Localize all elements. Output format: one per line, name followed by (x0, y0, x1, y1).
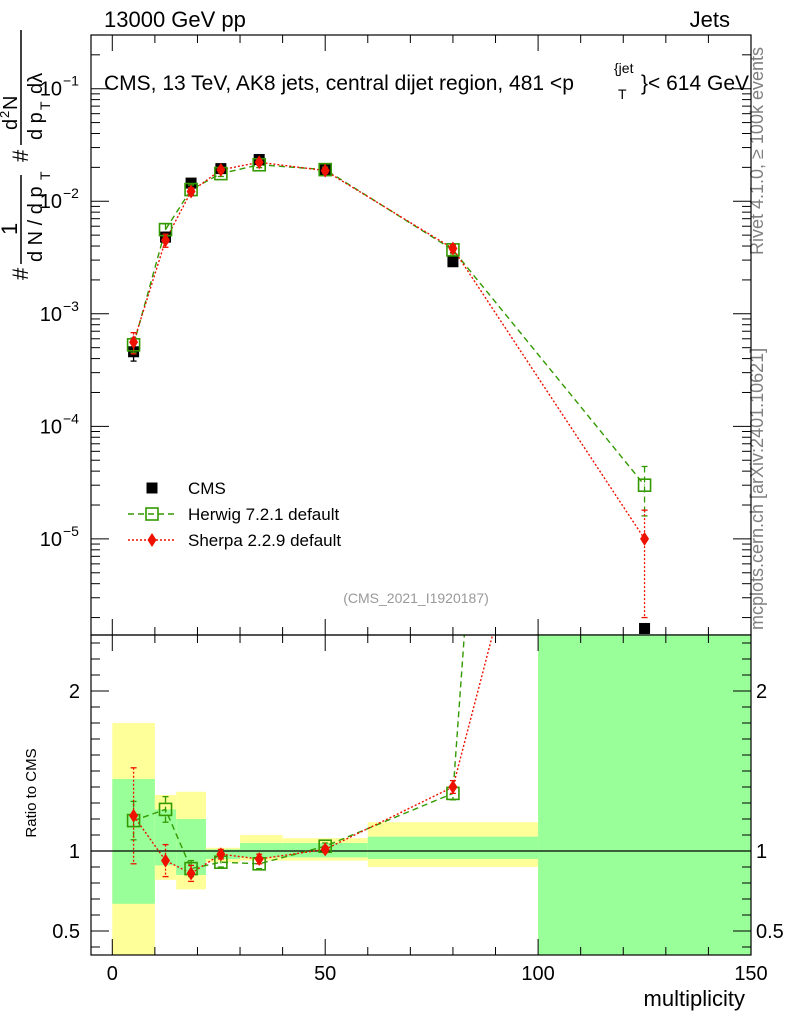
x-axis-label: multiplicity (644, 986, 745, 1011)
ratio-point-sherpa (254, 852, 264, 866)
y-tick-label: 10 (40, 79, 62, 101)
legend-label-herwig: Herwig 7.2.1 default (188, 505, 339, 524)
data-point-herwig (637, 478, 652, 492)
uncertainty-band-inner (240, 843, 283, 858)
x-tick-label: 100 (521, 963, 554, 985)
uncertainty-band-inner (538, 635, 751, 955)
ylabel-hash-2: # (8, 149, 33, 162)
ratio-point-sherpa (640, 44, 649, 58)
uncertainty-band-inner (367, 836, 539, 859)
y-tick-label: 10 (40, 416, 62, 438)
x-tick-label: 50 (314, 963, 336, 985)
svg-text:T: T (37, 101, 53, 110)
ylabel-d2n: d (0, 119, 22, 130)
x-tick-label: 0 (107, 963, 118, 985)
legend-marker-cms (146, 482, 158, 494)
ratio-point-sherpa (216, 847, 226, 862)
plot-title-superscript: {jet (614, 60, 634, 76)
data-point-sherpa (254, 155, 264, 170)
ratio-line-herwig (133, 635, 466, 870)
header-left: 13000 GeV pp (104, 7, 246, 32)
legend-label-sherpa: Sherpa 2.2.9 default (188, 531, 341, 550)
ylabel-dn-dpt: d N / d p (25, 186, 47, 262)
series-line-sherpa (132, 161, 646, 540)
data-point-cms (639, 622, 651, 634)
ratio-point-sherpa (320, 842, 330, 857)
ratio-point-sherpa (448, 780, 458, 794)
ylabel-hash-1: # (8, 267, 33, 280)
main-ylabel: # 1 d N / d p T # d 2 N d p T dλ (0, 30, 53, 280)
ratio-y-tick-label: 0.5 (52, 921, 80, 943)
ratio-y-tick-label-right: 0.5 (756, 921, 784, 943)
y-tick-label-exponent: −1 (63, 73, 79, 89)
ratio-y-tick-label: 1 (69, 841, 80, 863)
ratio-ylabel: Ratio to CMS (23, 748, 40, 837)
ratio-y-tick-label-right: 2 (756, 681, 767, 703)
ratio-y-tick-label-right: 1 (756, 841, 767, 863)
plot-title-subscript: T (618, 86, 627, 102)
legend-marker-herwig (145, 507, 159, 521)
y-tick-label: 10 (40, 191, 62, 213)
y-tick-label-exponent: −5 (63, 523, 79, 539)
data-point-sherpa (129, 335, 139, 350)
y-tick-label: 10 (40, 529, 62, 551)
ratio-point-sherpa (129, 808, 139, 823)
svg-text:N: N (0, 96, 22, 110)
series-line-herwig (132, 164, 646, 486)
main-plot: 10−510−410−310−210−1 CMS, 13 TeV, AK8 je… (40, 34, 752, 636)
ylabel-dpt-dlambda: d p (25, 112, 47, 140)
y-tick-label: 10 (40, 304, 62, 326)
svg-text:dλ: dλ (25, 73, 47, 94)
data-point-sherpa (186, 184, 196, 199)
watermark: (CMS_2021_I1920187) (343, 590, 489, 606)
y-tick-label-exponent: −3 (63, 298, 79, 314)
data-point-sherpa (320, 163, 330, 178)
data-point-cms (447, 256, 459, 268)
data-point-sherpa (161, 233, 171, 248)
ratio-point-sherpa (161, 853, 171, 868)
ratio-frame (90, 634, 752, 956)
y-tick-label-exponent: −4 (63, 410, 79, 426)
ratio-y-tick-label: 2 (69, 681, 80, 703)
data-point-sherpa (640, 531, 650, 546)
ratio-point-herwig (158, 802, 173, 817)
x-tick-label: 150 (734, 963, 767, 985)
header-right: Jets (689, 7, 730, 32)
data-point-sherpa (216, 162, 226, 177)
legend-marker-sherpa (147, 533, 157, 547)
svg-text:T: T (37, 171, 53, 180)
y-tick-label-exponent: −2 (63, 185, 79, 201)
data-point-sherpa (448, 241, 458, 256)
plot-title: CMS, 13 TeV, AK8 jets, central dijet reg… (104, 72, 574, 95)
svg-text:2: 2 (0, 111, 12, 118)
legend-label-cms: CMS (188, 479, 226, 498)
ylabel-one: 1 (0, 223, 22, 235)
ratio-point-sherpa (186, 866, 196, 881)
plot-title-tail: }< 614 GeV (641, 72, 749, 95)
